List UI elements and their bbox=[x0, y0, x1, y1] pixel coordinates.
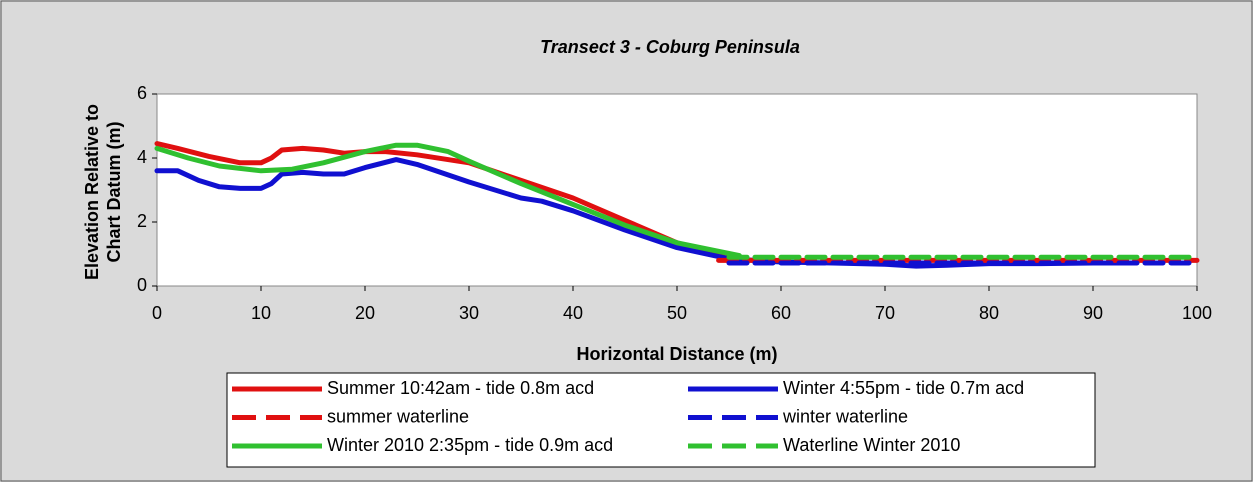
series-line bbox=[154, 142, 742, 259]
legend-label: Winter 4:55pm - tide 0.7m acd bbox=[783, 378, 1024, 398]
y-tick-label: 4 bbox=[137, 147, 147, 167]
series-line bbox=[154, 141, 732, 262]
y-tick-label: 6 bbox=[137, 83, 147, 103]
x-tick-label: 60 bbox=[771, 303, 791, 323]
x-tick-label: 10 bbox=[251, 303, 271, 323]
x-tick-label: 70 bbox=[875, 303, 895, 323]
x-tick-label: 20 bbox=[355, 303, 375, 323]
legend-label: Waterline Winter 2010 bbox=[783, 435, 960, 455]
legend-label: summer waterline bbox=[327, 406, 469, 426]
x-tick-label: 100 bbox=[1182, 303, 1212, 323]
plot-area bbox=[156, 93, 1198, 287]
x-axis-label: Horizontal Distance (m) bbox=[576, 344, 777, 364]
x-tick-label: 0 bbox=[152, 303, 162, 323]
y-tick-label: 0 bbox=[137, 275, 147, 295]
x-tick-label: 90 bbox=[1083, 303, 1103, 323]
x-tick-label: 40 bbox=[563, 303, 583, 323]
y-axis-label: Elevation Relative to Chart Datum (m) bbox=[82, 103, 124, 281]
chart-title: Transect 3 - Coburg Peninsula bbox=[540, 37, 800, 57]
y-tick-label: 2 bbox=[137, 211, 147, 231]
legend-label: Summer 10:42am - tide 0.8m acd bbox=[327, 378, 594, 398]
x-tick-label: 30 bbox=[459, 303, 479, 323]
legend-label: winter waterline bbox=[782, 406, 908, 426]
x-tick-label: 50 bbox=[667, 303, 687, 323]
legend bbox=[226, 372, 1096, 468]
series-line bbox=[154, 157, 1138, 269]
x-tick-label: 80 bbox=[979, 303, 999, 323]
legend-label: Winter 2010 2:35pm - tide 0.9m acd bbox=[327, 435, 613, 455]
